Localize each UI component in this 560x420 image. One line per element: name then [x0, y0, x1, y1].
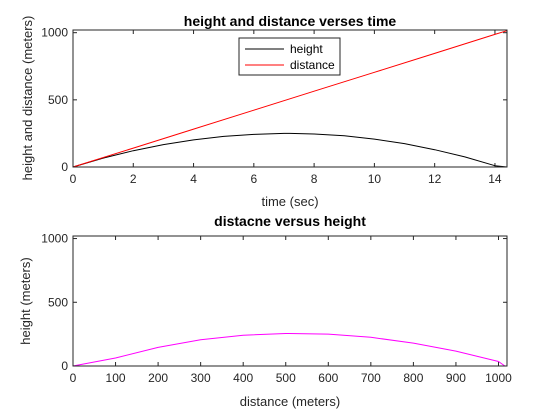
chart-top: height and distance verses time 0 2 4 6 8 10 1…	[20, 13, 508, 209]
x-tick-label: 4	[190, 172, 197, 186]
x-axis-label-bottom: distance (meters)	[240, 394, 340, 409]
axes-box-bottom	[72, 235, 508, 367]
series-line-height	[72, 132, 508, 168]
legend-label-distance: distance	[290, 58, 335, 72]
x-tick-label: 500	[276, 371, 296, 385]
x-tick-label: 0	[70, 371, 77, 385]
x-tick-label: 10	[368, 172, 382, 186]
legend-label-height: height	[290, 42, 323, 56]
y-tick-labels-top: 0 500 1000	[41, 26, 507, 174]
x-tick-label: 800	[403, 371, 423, 385]
x-tick-labels-bottom: 0 100 200 300 400 500 600 700 800 900 1000	[70, 236, 512, 385]
y-tick-label: 0	[61, 160, 68, 174]
legend-box	[238, 37, 341, 76]
y-tick-label: 1000	[41, 26, 68, 40]
series-group-top	[72, 30, 508, 168]
plot-area-bottom	[73, 236, 507, 366]
y-tick-label: 0	[61, 359, 68, 373]
x-tick-label: 900	[446, 371, 466, 385]
x-tick-label: 12	[428, 172, 442, 186]
x-tick-label: 1000	[485, 371, 512, 385]
chart-title-top: height and distance verses time	[184, 13, 397, 29]
chart-title-bottom: distacne versus height	[214, 213, 366, 229]
series-line-series-0	[72, 333, 506, 367]
y-tick-labels-bottom: 0 500 1000	[41, 232, 507, 373]
x-tick-label: 300	[191, 371, 211, 385]
x-tick-label: 200	[148, 371, 168, 385]
y-tick-label: 500	[48, 93, 68, 107]
y-axis-label-bottom: height (meters)	[18, 257, 33, 344]
x-axis-label-top: time (sec)	[261, 194, 318, 209]
x-tick-label: 8	[311, 172, 318, 186]
series-group-bottom	[72, 333, 506, 367]
legend: height distance	[238, 37, 341, 76]
series-line-distance	[72, 30, 508, 168]
x-tick-label: 0	[70, 172, 77, 186]
axes-box-top	[72, 29, 508, 168]
y-tick-label: 1000	[41, 232, 68, 246]
x-tick-labels-top: 0 2 4 6 8 10 12 14	[70, 30, 502, 186]
x-tick-label: 700	[361, 371, 381, 385]
y-axis-label-top: height and distance (meters)	[20, 16, 35, 181]
x-tick-label: 14	[488, 172, 502, 186]
y-tick-label: 500	[48, 295, 68, 309]
x-tick-label: 2	[130, 172, 137, 186]
x-tick-label: 400	[233, 371, 253, 385]
chart-bottom: distacne versus height 0 100 200 300 400 500 6…	[18, 213, 512, 409]
x-tick-label: 6	[250, 172, 257, 186]
x-tick-label: 600	[318, 371, 338, 385]
x-tick-label: 100	[106, 371, 126, 385]
